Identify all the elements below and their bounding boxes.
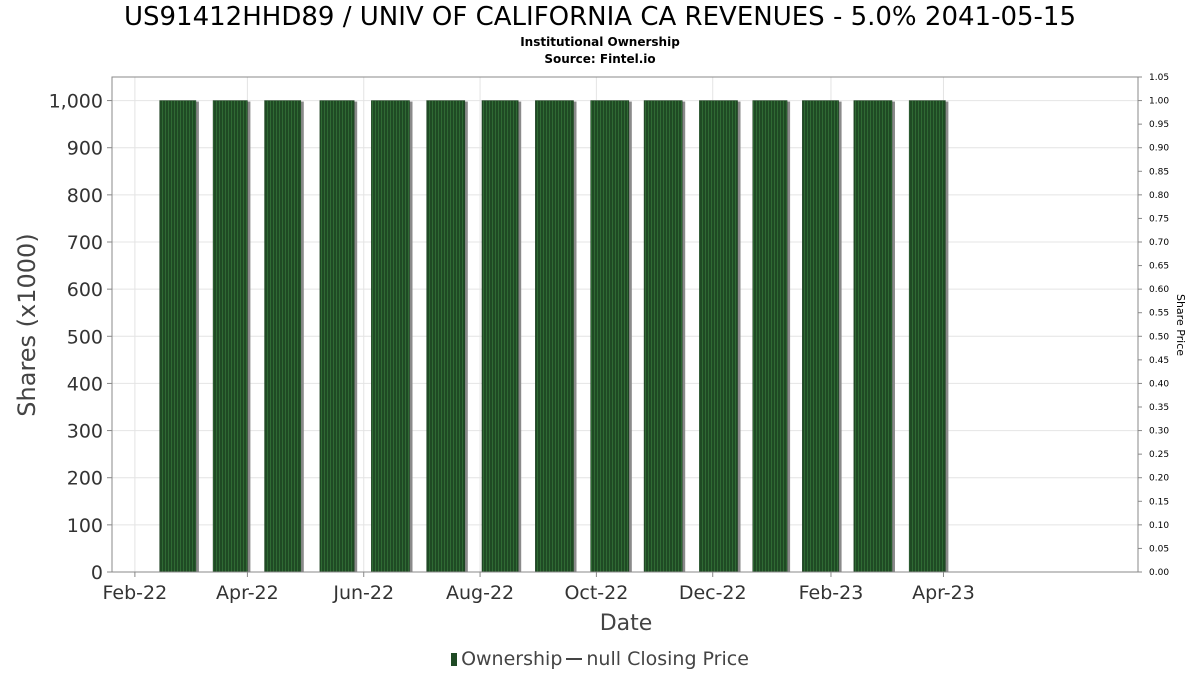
- y2-tick-label: 0.85: [1149, 167, 1169, 177]
- y2-tick-label: 0.45: [1149, 356, 1169, 366]
- y2-tick-label: 1.00: [1149, 97, 1169, 107]
- ownership-bar-10: [699, 100, 738, 573]
- y2-tick-label: 0.40: [1149, 379, 1169, 389]
- y-axis: 0 100 200 300 400 500 600 700 800 900 1,000: [49, 91, 112, 584]
- y2-tick-label: 0.65: [1149, 262, 1169, 272]
- ownership-bar-1: [212, 100, 248, 573]
- y2-tick-label: 0.55: [1149, 309, 1169, 319]
- legend: Ownership null Closing Price: [0, 648, 1200, 670]
- ownership-bar-14: [908, 100, 946, 573]
- y2-tick-label: 0.30: [1149, 427, 1169, 437]
- y-tick-label: 500: [67, 326, 103, 348]
- y2-tick-label: 0.75: [1149, 214, 1169, 224]
- legend-ownership-label: Ownership: [461, 648, 563, 670]
- ownership-bar-2: [264, 100, 302, 573]
- y-tick-label: 600: [67, 279, 103, 301]
- x-tick-label: Apr-22: [216, 582, 279, 604]
- y2-tick-label: 0.10: [1149, 521, 1169, 531]
- x-axis-label: Date: [600, 611, 653, 636]
- chart-title: US91412HHD89 / UNIV OF CALIFORNIA CA REV…: [123, 2, 1077, 32]
- legend-price-swatch: [566, 658, 583, 660]
- legend-ownership-swatch: [451, 653, 458, 666]
- ownership-bar-5: [426, 100, 466, 573]
- ownership-bar-12: [802, 100, 839, 573]
- y-tick-label: 700: [67, 232, 103, 254]
- bars-layer: [159, 100, 949, 573]
- y2-tick-label: 0.05: [1149, 544, 1169, 554]
- x-axis: Feb-22 Apr-22 Jun-22 Aug-22 Oct-22 Dec-22 Feb-…: [103, 572, 975, 604]
- x-tick-label: Apr-23: [912, 582, 975, 604]
- y2-axis-label: Share Price: [1174, 294, 1187, 356]
- x-tick-label: Feb-23: [799, 582, 864, 604]
- y2-axis: 0.00 0.05 0.10 0.15 0.20 0.25 0.30 0.35 0.40 0.45…: [1138, 73, 1169, 578]
- y-tick-label: 900: [67, 138, 103, 160]
- ownership-bar-4: [371, 100, 410, 573]
- chart-subtitle: Institutional Ownership: [520, 35, 680, 49]
- y-tick-label: 200: [67, 468, 103, 490]
- x-tick-label: Feb-22: [103, 582, 168, 604]
- y2-tick-label: 0.50: [1149, 332, 1169, 342]
- ownership-bar-6: [481, 100, 519, 573]
- ownership-bar-3: [319, 100, 355, 573]
- ownership-bar-9: [643, 100, 683, 573]
- y2-tick-label: 1.05: [1149, 73, 1169, 83]
- y2-tick-label: 0.60: [1149, 285, 1169, 295]
- y-tick-label: 300: [67, 421, 103, 443]
- y-tick-label: 400: [67, 373, 103, 395]
- chart-source: Source: Fintel.io: [544, 52, 656, 66]
- x-tick-label: Dec-22: [679, 582, 747, 604]
- y2-tick-label: 0.35: [1149, 403, 1169, 413]
- y2-tick-label: 0.25: [1149, 450, 1169, 460]
- y-tick-label: 1,000: [49, 91, 103, 113]
- y-tick-label: 100: [67, 515, 103, 537]
- y-axis-label: Shares (x1000): [13, 233, 41, 416]
- y-tick-label: 800: [67, 185, 103, 207]
- y2-tick-label: 0.00: [1149, 568, 1169, 578]
- y2-tick-label: 0.95: [1149, 120, 1169, 130]
- x-tick-label: Jun-22: [332, 582, 394, 604]
- y-tick-label: 0: [91, 562, 103, 584]
- y2-tick-label: 0.90: [1149, 144, 1169, 154]
- ownership-bar-13: [853, 100, 893, 573]
- y2-tick-label: 0.70: [1149, 238, 1169, 248]
- x-tick-label: Oct-22: [564, 582, 628, 604]
- y2-tick-label: 0.80: [1149, 191, 1169, 201]
- ownership-bar-8: [590, 100, 630, 573]
- ownership-bar-7: [535, 100, 574, 573]
- x-tick-label: Aug-22: [446, 582, 514, 604]
- y2-tick-label: 0.20: [1149, 474, 1169, 484]
- ownership-bar-0: [159, 100, 197, 573]
- ownership-bar-11: [752, 100, 788, 573]
- legend-price-label: null Closing Price: [586, 648, 749, 670]
- plot-frame: [111, 76, 1139, 573]
- y2-tick-label: 0.15: [1149, 497, 1169, 507]
